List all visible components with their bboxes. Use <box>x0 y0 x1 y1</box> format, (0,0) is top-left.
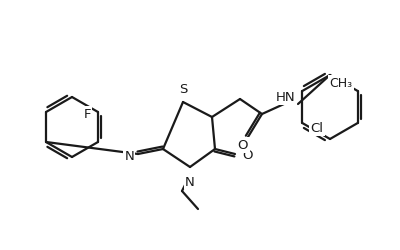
Text: F: F <box>84 108 91 121</box>
Text: N: N <box>185 175 195 188</box>
Text: Cl: Cl <box>310 122 323 135</box>
Text: S: S <box>179 83 187 96</box>
Text: N: N <box>124 150 134 163</box>
Text: CH₃: CH₃ <box>330 77 353 90</box>
Text: O: O <box>242 149 252 162</box>
Text: HN: HN <box>276 91 296 104</box>
Text: O: O <box>238 139 248 152</box>
